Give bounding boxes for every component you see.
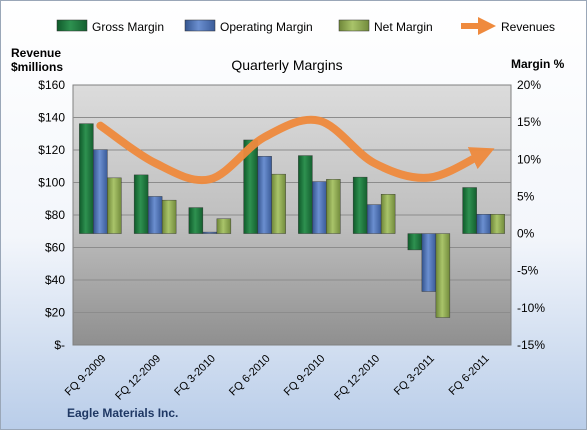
category-label: FQ 12-2009 (113, 353, 163, 403)
left-tick-label: $40 (45, 273, 65, 287)
right-tick-label: -5% (517, 264, 539, 278)
bar-operating-margin (257, 156, 272, 234)
bar-net-margin (161, 199, 177, 234)
company-name: Eagle Materials Inc. (67, 406, 178, 420)
bar-operating-margin (366, 204, 382, 234)
right-axis-title: Margin % (511, 57, 565, 71)
legend-swatch-gross-margin (56, 19, 88, 32)
right-tick-label: 20% (517, 78, 541, 92)
left-tick-label: $60 (45, 241, 65, 255)
bar-gross-margin (352, 176, 368, 234)
revenue-line (96, 115, 495, 185)
category-label: FQ 6-2011 (447, 353, 492, 398)
bar-gross-margin (462, 187, 477, 234)
legend-label: Revenues (501, 20, 555, 34)
left-tick-label: $20 (45, 306, 65, 320)
right-tick-label: -10% (517, 301, 545, 315)
category-label: FQ 6-2010 (227, 353, 273, 399)
bar-operating-margin (476, 214, 491, 234)
left-tick-label: $100 (38, 176, 65, 190)
bar-operating-margin (421, 233, 437, 292)
bar-gross-margin (133, 174, 149, 234)
left-tick-label: $160 (38, 78, 65, 92)
left-tick-label: $80 (45, 208, 65, 222)
bar-operating-margin (312, 181, 327, 234)
chart-title: Quarterly Margins (231, 57, 342, 73)
right-tick-label: 5% (517, 189, 535, 203)
bar-operating-margin (147, 196, 163, 234)
bars (79, 123, 505, 318)
bar-operating-margin (93, 149, 108, 234)
left-axis-title-line2: $millions (11, 60, 63, 74)
category-label: FQ 3-2011 (392, 353, 437, 398)
legend-swatch-operating-margin (184, 19, 216, 32)
left-tick-label: $- (54, 338, 65, 352)
legend-label: Operating Margin (220, 20, 313, 34)
right-tick-label: 10% (517, 152, 541, 166)
bar-gross-margin (298, 155, 313, 234)
left-axis-title-line1: Revenue (11, 46, 61, 60)
right-tick-label: 0% (517, 227, 535, 241)
category-label: FQ 3-2010 (172, 353, 218, 399)
legend-label: Net Margin (374, 20, 433, 34)
legend-swatch-net-margin (338, 19, 370, 32)
bar-net-margin (326, 179, 341, 234)
right-tick-label: 15% (517, 115, 541, 129)
category-label: FQ 9-2010 (282, 353, 328, 399)
right-tick-label: -15% (517, 338, 545, 352)
bar-gross-margin (79, 123, 94, 234)
legend: Gross Margin Operating Margin Net Margin Re… (56, 17, 555, 35)
bar-gross-margin (188, 207, 204, 234)
category-label: FQ 12-2010 (332, 353, 382, 403)
bar-gross-margin (407, 233, 423, 251)
bar-net-margin (435, 233, 451, 318)
legend-label: Gross Margin (92, 20, 164, 34)
category-label: FQ 9-2009 (63, 353, 109, 399)
bar-net-margin (490, 214, 505, 234)
bar-net-margin (271, 173, 286, 234)
bar-net-margin (216, 218, 232, 234)
left-tick-label: $120 (38, 143, 65, 157)
bar-net-margin (107, 177, 122, 234)
bar-net-margin (380, 193, 396, 234)
bar-operating-margin (202, 231, 218, 234)
left-tick-label: $140 (38, 111, 65, 125)
revenue-line-group (96, 115, 495, 185)
